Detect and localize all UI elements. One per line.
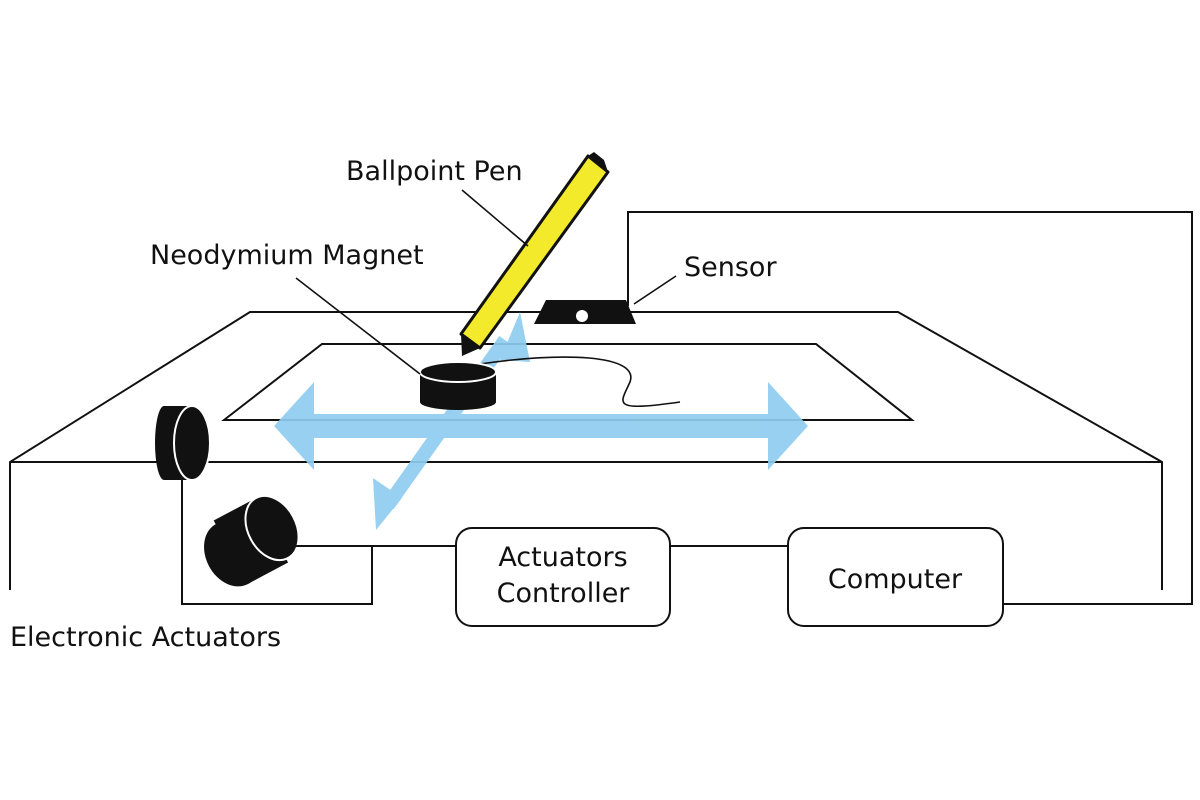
ballpoint-pen-label: Ballpoint Pen: [346, 156, 523, 187]
magnet-leader-line: [295, 277, 421, 375]
electronic-actuators-label: Electronic Actuators: [10, 622, 281, 653]
actuator-lower: [204, 494, 300, 587]
diagonal-arrow-top-head: [500, 312, 530, 362]
computer-box: Computer: [787, 527, 1004, 627]
pen-leader-line: [461, 189, 529, 247]
diagonal-arrow-bottom-head: [373, 478, 402, 530]
horizontal-arrow-right-head: [768, 382, 808, 470]
controller-label-line1: Actuators: [498, 542, 627, 573]
neodymium-magnet: [419, 361, 497, 410]
pen-trace: [479, 356, 681, 408]
horizontal-arrow-shaft: [310, 414, 775, 438]
writing-surface: [221, 343, 915, 421]
sensor: [534, 300, 636, 324]
ballpoint-pen: [459, 152, 610, 356]
horizontal-arrow-left-head: [274, 382, 314, 470]
actuator-upper: [155, 405, 211, 481]
sensor-leader-line: [633, 275, 677, 305]
pen-tip: [461, 334, 480, 356]
pen-cap-end: [588, 152, 608, 172]
computer-label: Computer: [828, 564, 963, 595]
controller-label-line2: Controller: [497, 578, 631, 609]
sensor-label: Sensor: [684, 252, 777, 283]
actuators-controller-box: Actuators Controller: [455, 527, 671, 627]
neodymium-magnet-label: Neodymium Magnet: [150, 240, 424, 271]
actuator-wire-upper: [181, 480, 373, 605]
motion-arrows: [274, 312, 808, 530]
sensor-wire: [627, 211, 1193, 605]
